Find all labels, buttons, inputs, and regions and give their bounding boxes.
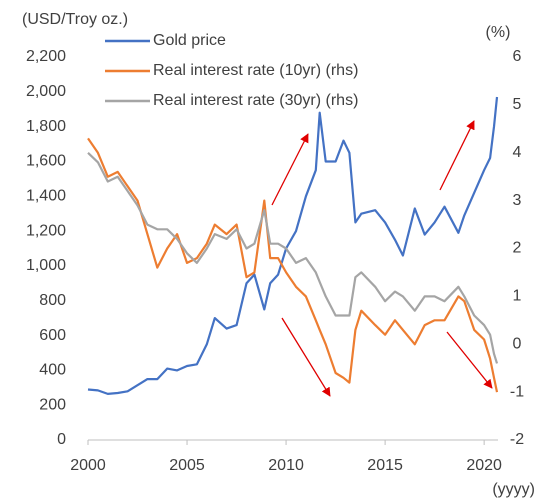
series-line <box>87 137 499 393</box>
x-tick-label: 2010 <box>268 457 304 474</box>
y-tick-label: 800 <box>39 292 66 309</box>
y2-tick-label: -1 <box>510 383 524 400</box>
y2-tick-label: 1 <box>513 288 522 305</box>
legend-label: Real interest rate (10yr) (rhs) <box>153 62 358 79</box>
x-tick-label: 2005 <box>169 457 205 474</box>
y2-axis-label: (%) <box>486 24 511 41</box>
x-tick-label: 2000 <box>70 457 106 474</box>
arrow <box>271 133 309 206</box>
y-tick-label: 400 <box>39 362 66 379</box>
x-tick-label: 2015 <box>367 457 403 474</box>
arrow <box>439 120 475 191</box>
legend: Gold price Real interest rate (10yr) (rhs… <box>105 32 358 109</box>
y2-tick-label: 0 <box>513 335 522 352</box>
annotations <box>271 120 493 397</box>
arrow <box>446 331 493 389</box>
y-tick-label: 1,400 <box>26 187 66 204</box>
y-tick-label: 2,200 <box>26 48 66 65</box>
y-axis-label: (USD/Troy oz.) <box>22 11 128 28</box>
y2-tick-label: -2 <box>510 431 524 448</box>
y2-tick-label: 3 <box>513 192 522 209</box>
x-axis-label: (yyyy) <box>492 481 535 498</box>
y2-tick-label: 5 <box>513 96 522 113</box>
y-tick-label: 1,200 <box>26 222 66 239</box>
y-tick-label: 1,800 <box>26 118 66 135</box>
y-tick-label: 1,600 <box>26 153 66 170</box>
plot-area <box>87 96 499 395</box>
legend-label: Gold price <box>153 32 226 49</box>
y2-tick-label: 4 <box>513 144 522 161</box>
y2-tick-label: 6 <box>513 48 522 65</box>
y-tick-label: 2,000 <box>26 83 66 100</box>
y-tick-label: 200 <box>39 396 66 413</box>
series-line <box>87 152 499 364</box>
x-tick-label: 2020 <box>466 457 502 474</box>
arrow <box>281 317 331 397</box>
y-tick-label: 600 <box>39 327 66 344</box>
y-tick-label: 0 <box>57 431 66 448</box>
series-line <box>87 96 499 395</box>
legend-label: Real interest rate (30yr) (rhs) <box>153 92 358 109</box>
y2-tick-label: 2 <box>513 240 522 257</box>
y-tick-label: 1,000 <box>26 257 66 274</box>
